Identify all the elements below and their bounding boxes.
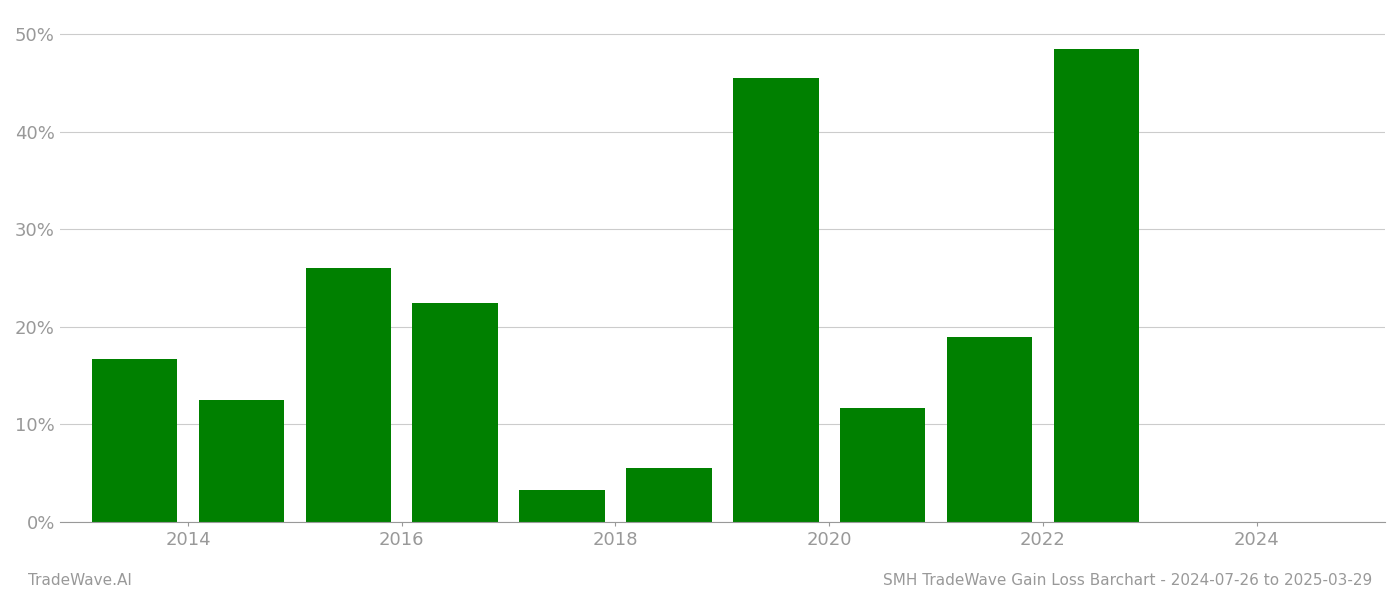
Bar — [92, 359, 178, 522]
Bar — [519, 490, 605, 522]
Bar — [840, 408, 925, 522]
Bar — [1054, 49, 1140, 522]
Bar — [946, 337, 1032, 522]
Bar — [734, 79, 819, 522]
Text: SMH TradeWave Gain Loss Barchart - 2024-07-26 to 2025-03-29: SMH TradeWave Gain Loss Barchart - 2024-… — [883, 573, 1372, 588]
Bar — [413, 302, 498, 522]
Text: TradeWave.AI: TradeWave.AI — [28, 573, 132, 588]
Bar — [305, 268, 391, 522]
Bar — [626, 469, 711, 522]
Bar — [199, 400, 284, 522]
